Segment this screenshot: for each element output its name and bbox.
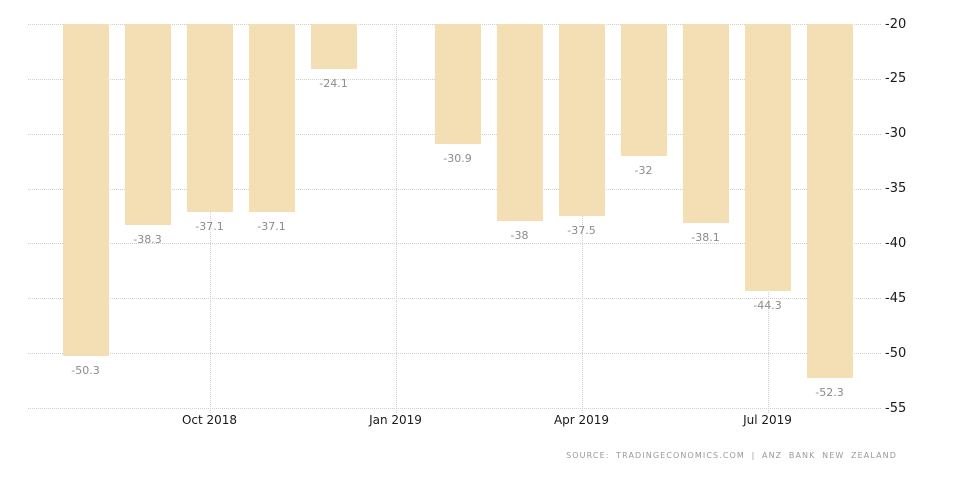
bar-value-label: -30.9 [443,151,472,165]
y-axis-tick-label: -35 [885,181,907,197]
bar-value-label: -52.3 [815,386,844,400]
y-axis-tick-label: -30 [885,126,907,142]
bar[interactable] [620,24,667,156]
bar[interactable] [310,24,357,69]
y-axis-tick-label: -25 [885,71,907,87]
bar[interactable] [62,24,109,357]
y-axis-tick-label: -45 [885,290,907,306]
y-axis-tick-label: -55 [885,400,907,416]
x-axis-tick-label: Jan 2019 [369,413,422,427]
bar[interactable] [558,24,605,216]
bar[interactable] [434,24,481,144]
bar-value-label: -50.3 [71,364,100,378]
y-axis-tick-label: -20 [885,16,907,32]
x-axis-tick-label: Apr 2019 [553,413,610,427]
bar-value-label: -37.5 [567,224,596,237]
y-axis-tick-label: -40 [885,235,907,251]
x-axis-tick-label: Oct 2018 [181,413,238,427]
h-gridline [28,353,881,355]
h-gridline [28,298,881,300]
y-axis-tick-label: -50 [885,345,907,361]
bar-value-label: -32 [634,163,653,177]
bar[interactable] [186,24,233,212]
h-gridline [28,408,881,409]
bar[interactable] [124,24,171,225]
bar[interactable] [496,24,543,222]
h-gridline [28,243,881,245]
source-attribution: SOURCE: TRADINGECONOMICS.COM | ANZ BANK … [566,451,897,460]
bar-value-label: -24.1 [319,76,348,90]
v-gridline [581,24,583,413]
x-axis-tick-label: Jul 2019 [743,413,792,427]
bar[interactable] [806,24,853,379]
bar-value-label: -37.1 [257,219,286,233]
bar-value-label: -44.3 [753,298,782,312]
bar[interactable] [682,24,729,223]
v-gridline [209,24,211,413]
bar[interactable] [744,24,791,291]
bar-value-label: -38 [510,229,529,243]
bar-value-label: -38.3 [133,232,162,246]
bar-value-label: -37.1 [195,219,224,233]
v-gridline [395,24,397,413]
bar-value-label: -38.1 [691,230,720,244]
bar[interactable] [248,24,295,212]
h-gridline [28,188,881,190]
